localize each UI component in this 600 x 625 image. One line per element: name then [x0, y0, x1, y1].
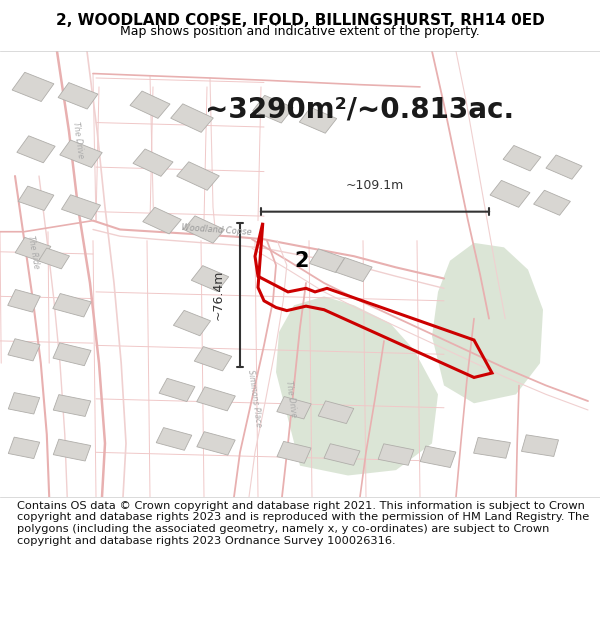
Bar [8, 437, 40, 459]
Bar [53, 394, 91, 416]
Bar [133, 149, 173, 176]
Polygon shape [276, 296, 438, 476]
Bar [159, 378, 195, 401]
Bar [173, 311, 211, 336]
Text: Map shows position and indicative extent of the property.: Map shows position and indicative extent… [120, 26, 480, 39]
Bar [194, 347, 232, 371]
Bar [143, 208, 181, 234]
Bar [420, 446, 456, 468]
Bar [170, 104, 214, 132]
Bar [8, 392, 40, 414]
Text: 2: 2 [294, 251, 308, 271]
Bar [318, 401, 354, 424]
Bar [277, 396, 311, 419]
Text: Simmons Place: Simmons Place [247, 369, 263, 428]
Bar [473, 438, 511, 458]
Text: The Drive: The Drive [71, 121, 85, 159]
Bar [191, 266, 229, 291]
Bar [60, 140, 102, 168]
Text: The Drive: The Drive [284, 380, 298, 418]
Text: Contains OS data © Crown copyright and database right 2021. This information is : Contains OS data © Crown copyright and d… [17, 501, 589, 546]
Bar [8, 339, 40, 361]
Bar [299, 107, 337, 133]
Bar [130, 91, 170, 118]
Bar [503, 146, 541, 171]
Bar [53, 343, 91, 366]
Bar [61, 195, 101, 219]
Bar [336, 258, 372, 282]
Text: ~3290m²/~0.813ac.: ~3290m²/~0.813ac. [205, 96, 515, 124]
Text: 2, WOODLAND COPSE, IFOLD, BILLINGSHURST, RH14 0ED: 2, WOODLAND COPSE, IFOLD, BILLINGSHURST,… [56, 12, 544, 28]
Bar [378, 444, 414, 465]
Bar [521, 435, 559, 456]
Bar [53, 439, 91, 461]
Bar [533, 190, 571, 215]
Bar [12, 72, 54, 101]
Text: ~109.1m: ~109.1m [346, 179, 404, 192]
Bar [253, 96, 293, 123]
Bar [310, 249, 344, 272]
Text: ~76.4m: ~76.4m [212, 270, 225, 321]
Bar [58, 82, 98, 109]
Bar [277, 441, 311, 463]
Bar [324, 444, 360, 466]
Bar [38, 248, 70, 269]
Bar [184, 216, 224, 243]
Text: Woodland Copse: Woodland Copse [181, 224, 251, 238]
Bar [490, 181, 530, 208]
Polygon shape [432, 243, 543, 403]
Bar [546, 155, 582, 179]
Bar [15, 238, 51, 262]
Text: The Ride: The Ride [26, 234, 41, 269]
Bar [8, 289, 40, 312]
Bar [53, 294, 91, 317]
Bar [197, 387, 235, 411]
Bar [176, 162, 220, 190]
Bar [18, 186, 54, 211]
Bar [197, 432, 235, 455]
Bar [156, 428, 192, 450]
Bar [17, 136, 55, 162]
